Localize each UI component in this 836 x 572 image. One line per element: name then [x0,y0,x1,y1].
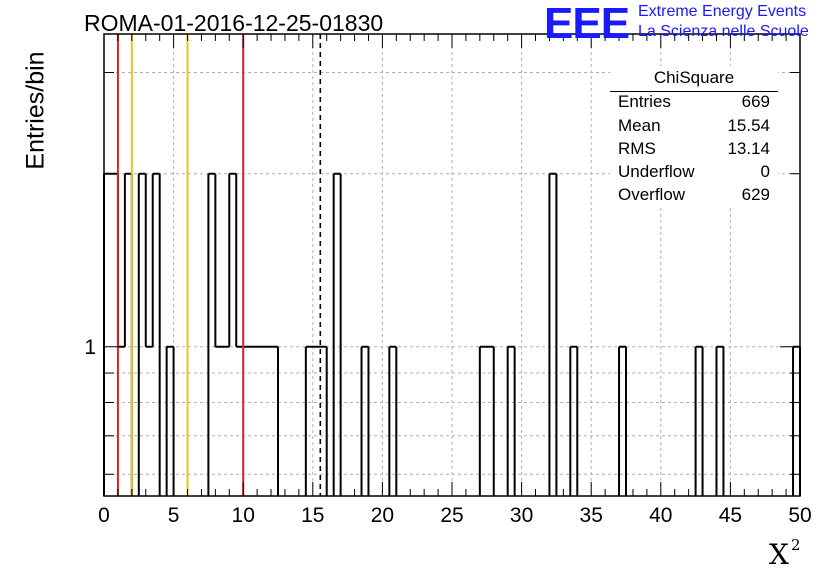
x-tick-label: 30 [510,504,533,527]
stats-label: Mean [618,116,661,135]
stats-value: 669 [741,92,770,111]
x-tick-label: 35 [580,504,603,527]
eee-logo: EEE [544,0,630,48]
x-tick-label: 45 [719,504,742,527]
stats-title: ChiSquare [653,68,735,87]
stats-label: RMS [618,139,656,158]
y-tick-label: 1 [84,336,96,359]
stats-label: Overflow [618,185,686,204]
logo-line-1: Extreme Energy Events [638,3,807,20]
x-tick-label: 25 [440,504,463,527]
stats-value: 629 [741,185,770,204]
logo-line-2: La Scienza nelle Scuole [638,23,809,40]
stats-value: 15.54 [727,116,770,135]
stats-row-overflow: Overflow 629 [618,185,770,205]
x-tick-label: 15 [301,504,324,527]
y-axis-label: Entries/bin [21,51,50,170]
stats-box: ChiSquare Entries 669 Mean 15.54 RMS 13.… [610,66,778,206]
stats-title-underline [610,91,778,92]
stats-row-underflow: Underflow 0 [618,162,770,182]
x-tick-label: 0 [98,504,110,527]
x-tick-label: 10 [232,504,255,527]
x-tick-label: 40 [649,504,672,527]
stats-value: 13.14 [727,139,770,158]
stats-value: 0 [760,162,770,181]
x-tick-label: 5 [168,504,180,527]
x-tick-label: 20 [371,504,394,527]
stats-label: Entries [618,92,671,111]
stats-row-mean: Mean 15.54 [618,116,770,136]
stats-label: Underflow [618,162,695,181]
stats-row-rms: RMS 13.14 [618,139,770,159]
x-tick-label: 50 [788,504,811,527]
chart-title: ROMA-01-2016-12-25-01830 [84,10,384,36]
stats-row-entries: Entries 669 [618,92,770,112]
